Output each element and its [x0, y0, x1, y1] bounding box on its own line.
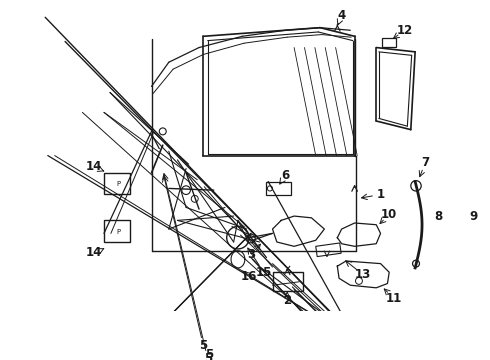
Text: 12: 12	[396, 24, 413, 37]
Text: 10: 10	[381, 208, 397, 221]
Text: P: P	[117, 229, 121, 235]
Bar	[267, 181, 291, 195]
Text: 1: 1	[376, 188, 385, 201]
Bar	[272, 272, 303, 291]
Text: 11: 11	[386, 292, 402, 305]
Text: P: P	[117, 181, 121, 187]
Text: 5: 5	[203, 352, 212, 360]
Text: 16: 16	[241, 270, 257, 283]
Bar	[104, 173, 130, 194]
Bar	[316, 243, 341, 257]
Bar	[382, 38, 396, 47]
Text: 5: 5	[205, 348, 214, 360]
Text: 2: 2	[283, 294, 291, 307]
Bar	[104, 220, 130, 242]
Text: 3: 3	[247, 248, 255, 261]
Text: 4: 4	[338, 9, 346, 22]
Text: 13: 13	[355, 268, 371, 282]
Text: 14: 14	[85, 160, 102, 173]
Text: 7: 7	[421, 156, 430, 169]
Text: 15: 15	[256, 266, 272, 279]
Text: 9: 9	[469, 210, 477, 222]
Text: 14: 14	[85, 246, 102, 259]
Text: 8: 8	[434, 210, 442, 222]
Text: 6: 6	[281, 169, 290, 182]
Text: 5: 5	[199, 339, 207, 352]
